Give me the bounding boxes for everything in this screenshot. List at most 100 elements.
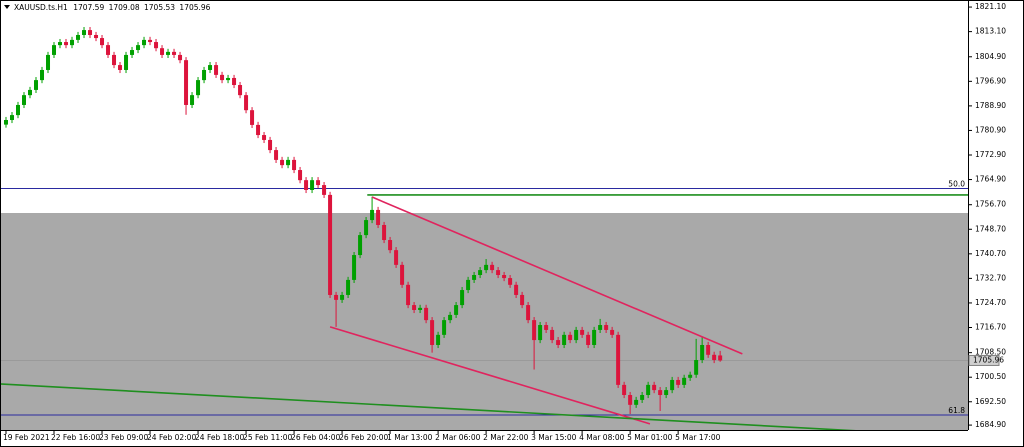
candle-body xyxy=(130,50,135,55)
candle-body xyxy=(592,329,597,345)
candle-body xyxy=(676,379,681,385)
candle-body xyxy=(268,139,273,151)
candle-body xyxy=(142,39,147,46)
trendline xyxy=(371,196,743,355)
y-tick-label: 1708.50 xyxy=(975,348,1006,357)
candle-body xyxy=(202,69,207,81)
candle-body xyxy=(286,159,291,166)
candle-body xyxy=(154,42,159,49)
candle-body xyxy=(322,185,327,195)
candle-body xyxy=(640,395,645,400)
y-tick-label: 1772.90 xyxy=(975,150,1006,159)
y-tick-label: 1764.90 xyxy=(975,175,1006,184)
candle-body xyxy=(340,294,345,300)
candle-body xyxy=(448,314,453,321)
candle-body xyxy=(616,334,621,385)
candle-body xyxy=(280,159,285,166)
candle-body xyxy=(148,39,153,43)
fib-level-label: 61.8 xyxy=(948,406,965,415)
candle-body xyxy=(28,89,33,96)
candle-body xyxy=(538,325,543,341)
candle-body xyxy=(76,34,81,40)
candle-body xyxy=(400,264,405,285)
candle-body xyxy=(358,235,363,256)
x-tick-label: 22 Feb 16:00 xyxy=(51,433,100,442)
candle-body xyxy=(334,294,339,300)
y-tick-label: 1780.90 xyxy=(975,125,1006,134)
candle-body xyxy=(568,334,573,341)
candle-body xyxy=(208,65,213,70)
candle-body xyxy=(388,240,393,251)
candle-body xyxy=(484,264,489,271)
menu-arrow[interactable] xyxy=(4,5,10,9)
x-tick-label: 24 Feb 02:00 xyxy=(147,433,196,442)
candle-body xyxy=(460,290,465,306)
candle-body xyxy=(424,307,429,321)
candle-body xyxy=(52,45,57,55)
candle-body xyxy=(298,170,303,181)
candle-body xyxy=(544,325,549,330)
candle-body xyxy=(10,115,15,121)
x-tick-label: 26 Feb 04:00 xyxy=(291,433,340,442)
candle-body xyxy=(16,104,21,116)
x-tick-label: 23 Feb 09:00 xyxy=(99,433,148,442)
y-tick-label: 1821.10 xyxy=(975,2,1006,11)
axes: 1821.10 1813.10 1804.90 1796.90 1788.90 1780.… xyxy=(3,2,1006,442)
candle-body xyxy=(196,80,201,96)
y-tick-label: 1804.90 xyxy=(975,52,1006,61)
candle-body xyxy=(304,180,309,190)
candle-body xyxy=(556,340,561,345)
candle-body xyxy=(226,77,231,81)
y-tick-label: 1796.90 xyxy=(975,76,1006,85)
candle-body xyxy=(58,42,63,46)
candle-body xyxy=(370,209,375,221)
fib-level-label: 50.0 xyxy=(948,179,965,188)
x-tick-label: 1 Mar 13:00 xyxy=(387,433,433,442)
candle-body xyxy=(634,399,639,405)
candle-body xyxy=(526,305,531,321)
candle-body xyxy=(694,360,699,375)
candle-body xyxy=(262,135,267,140)
y-tick-label: 1716.70 xyxy=(975,322,1006,331)
candle-body xyxy=(88,30,93,35)
candle-body xyxy=(190,95,195,105)
candle-body xyxy=(454,305,459,315)
candle-body xyxy=(712,354,717,361)
candle-body xyxy=(40,69,45,81)
x-tick-label: 25 Feb 11:00 xyxy=(243,433,292,442)
open-value: 1707.59 xyxy=(73,3,104,12)
candle-body xyxy=(406,284,411,306)
close-value: 1705.96 xyxy=(179,3,210,12)
candle-body xyxy=(628,395,633,405)
candle-body xyxy=(700,344,705,361)
candle-body xyxy=(682,377,687,385)
candle-body xyxy=(580,329,585,335)
candle-body xyxy=(346,279,351,295)
candle-body xyxy=(274,150,279,160)
x-tick-label: 2 Mar 22:00 xyxy=(483,433,529,442)
candle-body xyxy=(394,250,399,265)
y-tick-label: 1740.70 xyxy=(975,249,1006,258)
candle-body xyxy=(82,30,87,35)
y-tick-label: 1700.50 xyxy=(975,372,1006,381)
candle-body xyxy=(490,264,495,271)
candle-body xyxy=(550,329,555,341)
candle-body xyxy=(166,51,171,55)
candle-body xyxy=(316,180,321,186)
candle-body xyxy=(106,45,111,55)
candle-body xyxy=(250,110,255,125)
candle-body xyxy=(604,325,609,330)
candle-body xyxy=(586,334,591,345)
x-tick-label: 5 Mar 17:00 xyxy=(675,433,721,442)
price-label: 1705.96 xyxy=(973,355,1004,364)
trendline xyxy=(329,326,651,425)
x-tick-label: 26 Feb 20:00 xyxy=(339,433,388,442)
candle-body xyxy=(364,220,369,236)
x-tick-label: 5 Mar 01:00 xyxy=(627,433,673,442)
y-tick-label: 1684.90 xyxy=(975,420,1006,429)
candle-body xyxy=(430,320,435,345)
candle-body xyxy=(436,334,441,345)
candle-body xyxy=(256,124,261,136)
symbol: XAUUSD.ts.H1 xyxy=(14,3,68,12)
